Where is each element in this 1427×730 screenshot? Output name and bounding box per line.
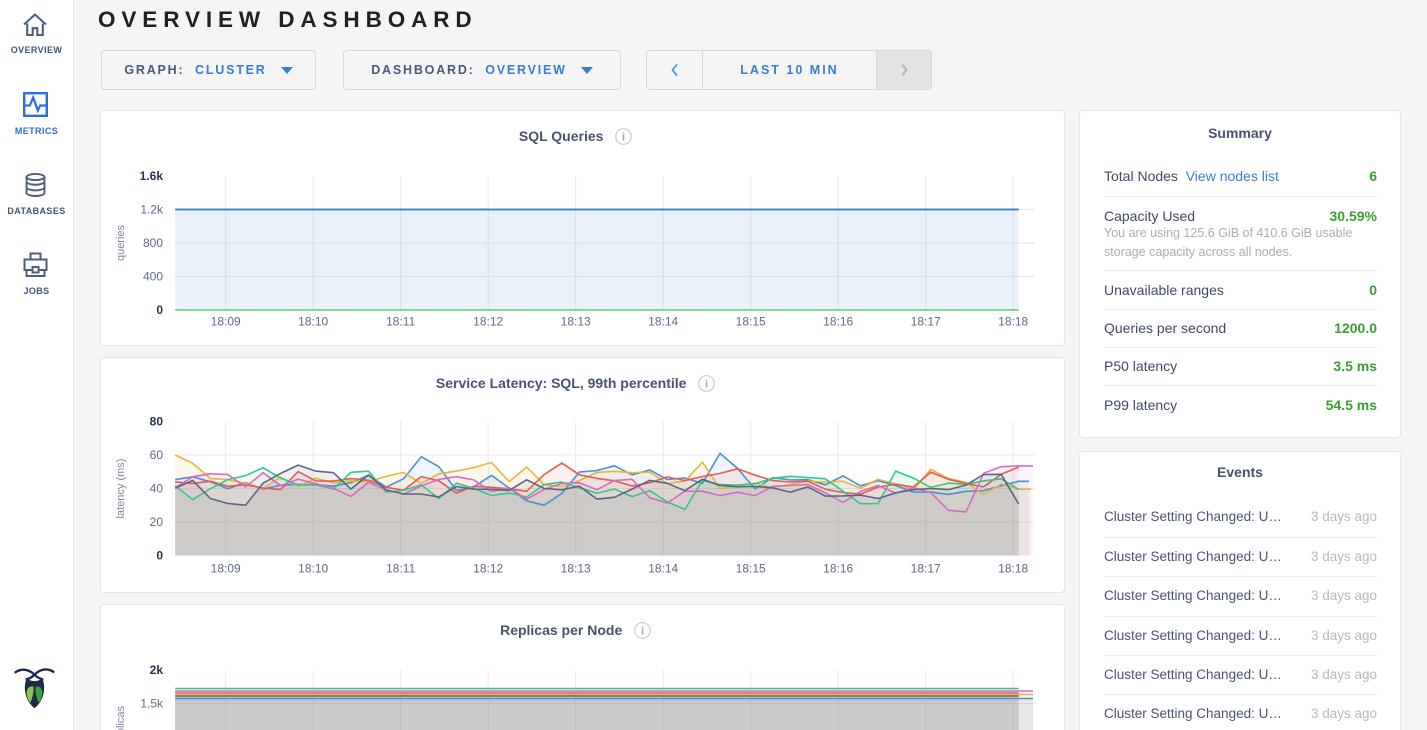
svg-text:18:12: 18:12 — [473, 562, 503, 576]
svg-text:18:11: 18:11 — [386, 315, 415, 329]
svg-text:18:18: 18:18 — [998, 562, 1028, 576]
svg-text:2k: 2k — [150, 663, 164, 677]
svg-text:18:10: 18:10 — [298, 315, 328, 329]
svg-text:18:15: 18:15 — [736, 315, 766, 329]
svg-text:18:14: 18:14 — [648, 315, 678, 329]
svg-text:i: i — [641, 626, 644, 638]
svg-text:i: i — [622, 132, 625, 144]
svg-text:0: 0 — [156, 549, 163, 563]
svg-text:400: 400 — [143, 270, 163, 284]
svg-text:18:13: 18:13 — [561, 315, 591, 329]
svg-text:18:14: 18:14 — [648, 562, 678, 576]
svg-text:queries: queries — [115, 224, 127, 261]
svg-text:1.5k: 1.5k — [140, 697, 164, 711]
svg-text:1.6k: 1.6k — [140, 169, 164, 183]
svg-text:800: 800 — [143, 236, 163, 250]
svg-text:80: 80 — [150, 415, 164, 429]
svg-text:20: 20 — [150, 515, 164, 529]
svg-text:latency (ms): latency (ms) — [115, 459, 127, 519]
svg-text:18:16: 18:16 — [823, 562, 853, 576]
svg-text:40: 40 — [150, 482, 164, 496]
svg-text:replicas: replicas — [115, 706, 127, 730]
svg-text:18:17: 18:17 — [911, 315, 941, 329]
svg-text:1.2k: 1.2k — [140, 203, 164, 217]
svg-text:18:09: 18:09 — [211, 562, 241, 576]
svg-text:18:10: 18:10 — [298, 562, 328, 576]
svg-text:18:15: 18:15 — [736, 562, 766, 576]
svg-text:18:12: 18:12 — [473, 315, 503, 329]
svg-text:18:13: 18:13 — [561, 562, 591, 576]
svg-text:60: 60 — [150, 448, 164, 462]
svg-text:18:18: 18:18 — [998, 315, 1028, 329]
svg-text:18:16: 18:16 — [823, 315, 853, 329]
svg-text:0: 0 — [156, 303, 163, 317]
svg-text:18:17: 18:17 — [911, 562, 941, 576]
svg-text:i: i — [705, 379, 708, 391]
svg-text:18:09: 18:09 — [211, 315, 241, 329]
svg-text:18:11: 18:11 — [386, 562, 415, 576]
